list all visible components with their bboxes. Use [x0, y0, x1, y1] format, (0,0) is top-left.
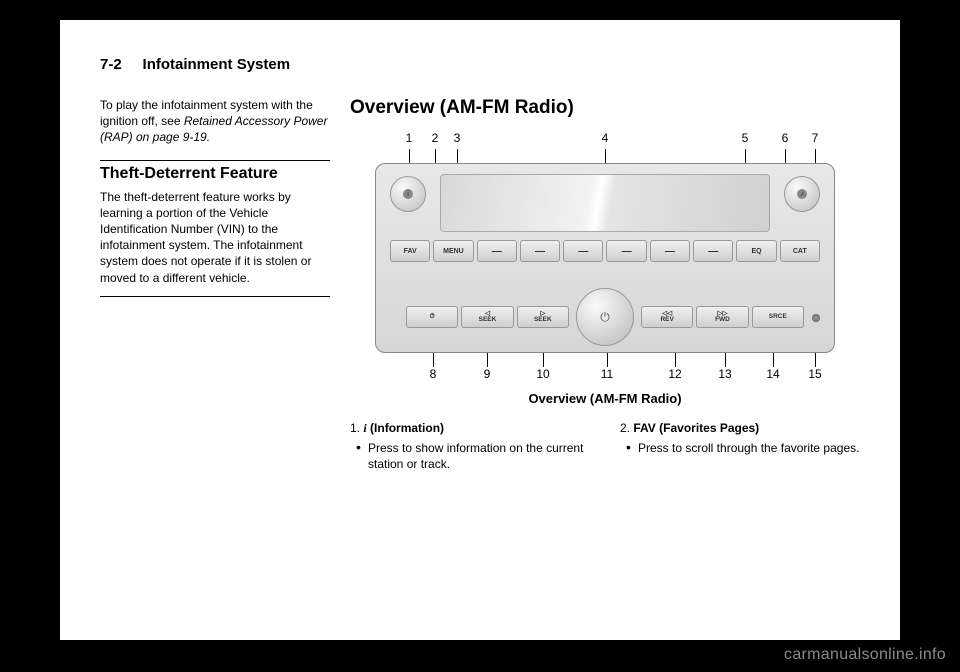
callout-14: 14 — [766, 367, 779, 381]
diagram-caption: Overview (AM-FM Radio) — [350, 391, 860, 406]
description-columns: 1. i (Information) Press to show informa… — [350, 420, 860, 479]
manual-page: 7-2 Infotainment System To play the info… — [60, 20, 900, 640]
callout-5: 5 — [742, 131, 749, 145]
callout-1: 1 — [406, 131, 413, 145]
radio-face: i ♪ FAVMENU——————EQCAT ⏱◁ SEEK▷ SEEK ⏻ ◁… — [375, 163, 835, 353]
radio-btn: — — [563, 240, 603, 262]
item-2-sub: Press to scroll through the favorite pag… — [620, 440, 860, 456]
intro-paragraph: To play the infotainment system with the… — [100, 97, 330, 146]
button-row-1: FAVMENU——————EQCAT — [390, 240, 820, 262]
page-header: 7-2 Infotainment System — [100, 56, 860, 73]
radio-btn: — — [477, 240, 517, 262]
callout-12: 12 — [668, 367, 681, 381]
item-2-label: FAV (Favorites Pages) — [633, 421, 759, 435]
power-icon: ⏻ — [600, 310, 610, 325]
page-number: 7-2 — [100, 56, 122, 73]
info-icon: i — [403, 189, 413, 199]
radio-btn: CAT — [780, 240, 820, 262]
right-column: Overview (AM-FM Radio) 1234567 i ♪ FAVME… — [350, 97, 860, 479]
radio-btn: — — [693, 240, 733, 262]
bottom-callout-row: 8 9 10 11 12 13 14 15 — [375, 367, 835, 385]
radio-btn: FAV — [390, 240, 430, 262]
callout-11: 11 — [601, 367, 613, 381]
callout-7: 7 — [812, 131, 819, 145]
item-1-label: (Information) — [367, 421, 444, 435]
radio-btn: ◁ SEEK — [461, 306, 513, 328]
radio-btn: SRCE — [752, 306, 804, 328]
row2-right: ◁◁ REV▷▷ FWDSRCE — [641, 306, 804, 328]
theft-deterrent-title: Theft-Deterrent Feature — [100, 165, 330, 183]
radio-screen — [440, 174, 770, 232]
music-icon: ♪ — [797, 189, 807, 199]
content-columns: To play the infotainment system with the… — [100, 97, 860, 479]
radio-btn: ◁◁ REV — [641, 306, 693, 328]
top-leaders — [375, 149, 835, 163]
item-1: 1. i (Information) Press to show informa… — [350, 420, 590, 473]
radio-btn: — — [520, 240, 560, 262]
radio-btn: EQ — [736, 240, 776, 262]
aux-jack — [812, 314, 820, 322]
bottom-leaders — [375, 353, 835, 367]
callout-3: 3 — [454, 131, 461, 145]
item-2: 2. FAV (Favorites Pages) Press to scroll… — [620, 420, 860, 456]
item-1-sub: Press to show information on the current… — [350, 440, 590, 472]
section-name: Infotainment System — [143, 56, 291, 73]
theft-body: The theft-deterrent feature works by lea… — [100, 189, 330, 286]
watermark: carmanualsonline.info — [784, 646, 946, 664]
desc-col-1: 1. i (Information) Press to show informa… — [350, 420, 590, 479]
info-knob: i — [390, 176, 426, 212]
callout-9: 9 — [484, 367, 491, 381]
callout-13: 13 — [718, 367, 731, 381]
desc-col-2: 2. FAV (Favorites Pages) Press to scroll… — [620, 420, 860, 479]
radio-btn: MENU — [433, 240, 473, 262]
callout-4: 4 — [602, 131, 609, 145]
item-2-num: 2. — [620, 421, 630, 435]
tone-knob: ♪ — [784, 176, 820, 212]
radio-btn: — — [606, 240, 646, 262]
row2-left: ⏱◁ SEEK▷ SEEK — [406, 306, 569, 328]
top-callout-row: 1 2 3 4 5 6 7 — [375, 131, 835, 149]
radio-btn: ▷ SEEK — [517, 306, 569, 328]
callout-6: 6 — [782, 131, 789, 145]
overview-title: Overview (AM-FM Radio) — [350, 97, 860, 119]
callout-15: 15 — [808, 367, 821, 381]
radio-btn: — — [650, 240, 690, 262]
radio-btn: ⏱ — [406, 306, 458, 328]
callout-8: 8 — [430, 367, 437, 381]
radio-btn: ▷▷ FWD — [696, 306, 748, 328]
button-row-2: ⏱◁ SEEK▷ SEEK ⏻ ◁◁ REV▷▷ FWDSRCE — [406, 304, 804, 330]
item-1-num: 1. — [350, 421, 360, 435]
power-knob: ⏻ — [576, 288, 634, 346]
theft-section: The theft-deterrent feature works by lea… — [100, 189, 330, 297]
callout-2: 2 — [432, 131, 439, 145]
left-column: To play the infotainment system with the… — [100, 97, 330, 479]
radio-diagram: 1234567 i ♪ FAVMENU——————EQCAT ⏱◁ SEEK▷ … — [375, 131, 835, 385]
callout-10: 10 — [536, 367, 549, 381]
